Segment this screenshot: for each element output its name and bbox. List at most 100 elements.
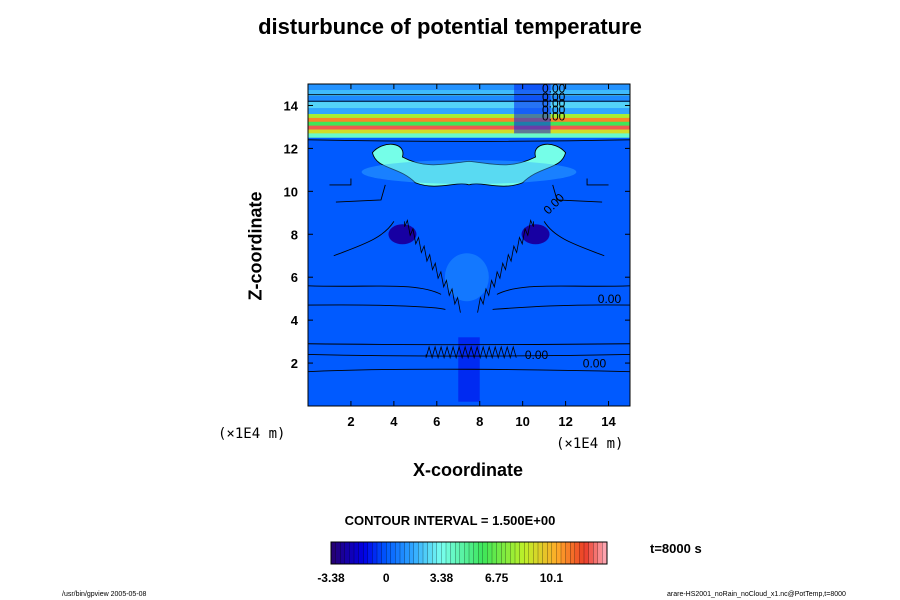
y-axis-unit: (×1E4 m)	[218, 426, 286, 442]
contour-label: 0.00	[542, 103, 566, 117]
y-tick-label: 4	[291, 313, 299, 328]
colorbar-cell	[574, 541, 580, 565]
plot-frame	[307, 83, 631, 407]
contour-label: 0.00	[542, 109, 566, 123]
colorbar-cell	[496, 541, 502, 565]
tropopause-layer	[308, 121, 630, 127]
contour-label: 0.00	[525, 348, 549, 362]
x-tick-label: 4	[390, 414, 398, 429]
warm-halo	[361, 160, 577, 185]
colorbar-cell	[381, 541, 387, 565]
colorbar-cell	[390, 541, 396, 565]
contour-line	[333, 221, 605, 257]
time-label: t=8000 s	[650, 541, 702, 556]
colorbar-cell	[556, 541, 562, 565]
colorbar-tick-label: 6.75	[485, 571, 509, 585]
tropopause-layer	[308, 133, 630, 138]
colorbar-cell	[432, 541, 438, 565]
colorbar-cell	[468, 541, 475, 565]
colorbar-cell	[588, 541, 594, 565]
colorbar-cell	[597, 541, 603, 565]
footer-left: /usr/bin/gpview 2005-05-08	[62, 591, 147, 598]
contour-line	[308, 343, 630, 346]
stratosphere-band	[308, 102, 630, 109]
colorbar-cell	[473, 541, 479, 565]
colorbar-cell	[427, 541, 433, 565]
stratosphere-band	[308, 96, 630, 103]
x-tick-label: 14	[601, 414, 616, 429]
contour-label: 0.00	[542, 82, 566, 96]
contour-line	[425, 345, 517, 360]
colorbar-cell	[450, 541, 456, 565]
contour-line	[308, 354, 630, 357]
colorbar-cell	[358, 541, 364, 565]
cold-rotor-right	[521, 224, 550, 245]
colorbar-cell	[464, 541, 470, 565]
colorbar-cell	[510, 541, 516, 565]
colorbar-cell	[436, 541, 442, 565]
colorbar-cell	[455, 541, 461, 565]
colorbar-cell	[340, 541, 346, 565]
colorbar-cell	[487, 541, 493, 565]
colorbar-cell	[514, 541, 521, 565]
contour-line	[308, 368, 630, 373]
cold-rotor-left	[388, 224, 417, 245]
colorbar-cell	[404, 541, 410, 565]
vertical-stripe	[514, 84, 551, 134]
contour-label: 0.00	[542, 90, 566, 104]
colorbar-cell	[565, 541, 571, 565]
colorbar-cell	[422, 541, 429, 565]
colorbar-cell	[560, 541, 567, 565]
colorbar-cell	[413, 541, 419, 565]
colorbar-cell	[399, 541, 406, 565]
y-axis-label: Z-coordinate	[245, 191, 266, 301]
colorbar-cell	[367, 541, 373, 565]
colorbar-tick-label: 3.38	[430, 571, 454, 585]
colorbar-cell	[524, 541, 530, 565]
colorbar-cell	[330, 541, 337, 565]
x-tick-label: 6	[433, 414, 440, 429]
central-plume	[444, 253, 489, 302]
colorbar-tick-label: -3.38	[317, 571, 345, 585]
colorbar-cell	[547, 541, 553, 565]
colorbar-cell	[542, 541, 548, 565]
stratosphere-band	[308, 90, 630, 97]
colorbar-cell	[459, 541, 465, 565]
y-tick-label: 14	[284, 98, 299, 113]
y-tick-label: 6	[291, 270, 298, 285]
colorbar-cell	[482, 541, 488, 565]
plot-area	[308, 84, 630, 406]
colorbar-cell	[395, 541, 401, 565]
colorbar-tick-label: 10.1	[540, 571, 564, 585]
contour-label: 0.00	[598, 292, 622, 306]
colorbar-cell	[537, 541, 544, 565]
colorbar-cell	[409, 541, 415, 565]
colorbar-cell	[519, 541, 525, 565]
colorbar-tick-label: 0	[383, 571, 390, 585]
x-tick-label: 10	[515, 414, 529, 429]
y-tick-label: 12	[284, 141, 298, 156]
colorbar-cell	[579, 541, 585, 565]
colorbar-frame	[330, 541, 608, 565]
tropopause-layer	[308, 125, 630, 131]
contour-line	[329, 178, 609, 186]
warm-anomaly	[371, 143, 567, 187]
footer-right: arare-HS2001_noRain_noCloud_x1.nc@PotTem…	[667, 591, 846, 598]
colorbar-cell	[478, 541, 484, 565]
contour-line	[308, 139, 630, 142]
tropopause-layer	[308, 129, 630, 134]
x-tick-label: 12	[558, 414, 572, 429]
colorbar-cell	[593, 541, 599, 565]
colorbar-cell	[501, 541, 507, 565]
contour-line	[308, 304, 630, 310]
tropopause-layer	[308, 117, 630, 123]
colorbar-cell	[533, 541, 539, 565]
colorbar-cell	[505, 541, 511, 565]
colorbar-cell	[491, 541, 498, 565]
colorbar-cell	[353, 541, 360, 565]
colorbar-cell	[386, 541, 392, 565]
contour-label: 0.00	[542, 97, 566, 111]
x-axis-label: X-coordinate	[412, 460, 524, 480]
contour-label: 0.00	[583, 356, 607, 370]
